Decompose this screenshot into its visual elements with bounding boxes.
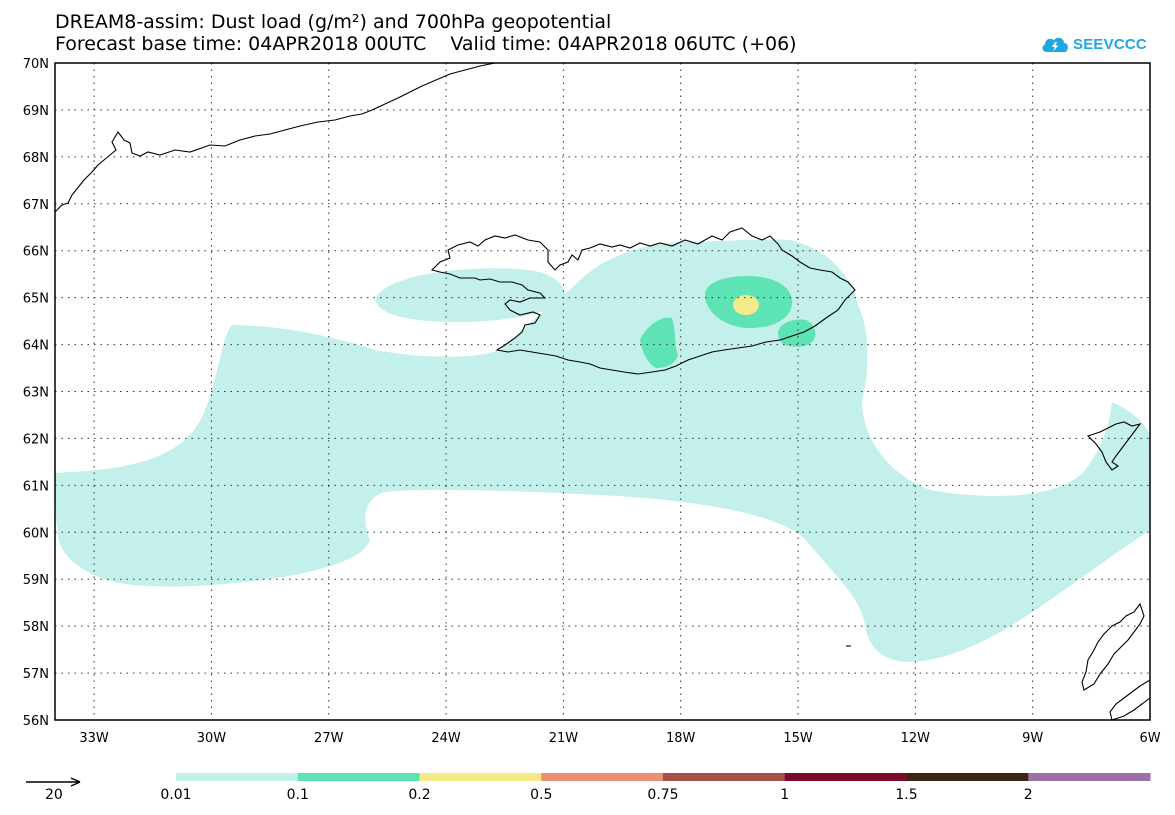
lat-label: 69N bbox=[23, 104, 49, 119]
map-frame bbox=[54, 62, 1151, 721]
dust-region-0.01-west bbox=[375, 268, 565, 322]
latitude-labels: 70N 69N 68N 67N 66N 65N 64N 63N 62N 61N 60N 59N 58N 5… bbox=[23, 57, 49, 729]
dust-region-0.1-south bbox=[640, 317, 678, 368]
lon-label: 27W bbox=[314, 731, 344, 746]
legend-label: 1 bbox=[780, 787, 789, 803]
lon-label: 33W bbox=[79, 731, 109, 746]
lon-label: 12W bbox=[901, 731, 931, 746]
legend-swatch bbox=[176, 773, 299, 781]
cloud-icon bbox=[1042, 37, 1069, 52]
scotland-coastline bbox=[1109, 679, 1150, 720]
coastlines bbox=[55, 63, 1150, 720]
legend-swatch bbox=[297, 773, 420, 781]
lat-label: 70N bbox=[23, 57, 49, 72]
greenland-coastline bbox=[55, 63, 505, 213]
map-title-line-2: Forecast base time: 04APR2018 00UTC Vali… bbox=[55, 33, 797, 55]
legend-swatch bbox=[784, 773, 907, 781]
lon-label: 9W bbox=[1022, 731, 1043, 746]
legend-label: 0.2 bbox=[408, 787, 430, 803]
lon-label: 30W bbox=[197, 731, 227, 746]
legend-label: 0.5 bbox=[530, 787, 552, 803]
legend-swatch bbox=[1028, 773, 1151, 781]
lon-label: 15W bbox=[783, 731, 813, 746]
lon-label: 18W bbox=[666, 731, 696, 746]
dust-color-legend bbox=[176, 773, 1151, 781]
lon-label: 24W bbox=[431, 731, 461, 746]
legend-label: 0.01 bbox=[160, 787, 191, 803]
vector-key-arrowhead bbox=[70, 777, 81, 787]
legend-label: 0.75 bbox=[647, 787, 678, 803]
iceland-coastline bbox=[430, 227, 856, 375]
lat-label: 66N bbox=[23, 245, 49, 260]
logo-text: SEEVCCC bbox=[1073, 35, 1147, 53]
lat-label: 67N bbox=[23, 198, 49, 213]
dust-region-0.01 bbox=[55, 239, 1150, 662]
lon-label: 6W bbox=[1139, 731, 1160, 746]
dust-region-0.2 bbox=[733, 295, 759, 315]
lat-label: 61N bbox=[23, 479, 49, 494]
lat-label: 57N bbox=[23, 667, 49, 682]
legend-swatch bbox=[419, 773, 542, 781]
lat-label: 58N bbox=[23, 620, 49, 635]
legend-label: 1.5 bbox=[895, 787, 917, 803]
legend-swatch bbox=[663, 773, 786, 781]
vector-key: 20 bbox=[26, 777, 81, 803]
lat-label: 62N bbox=[23, 432, 49, 447]
legend-label: 2 bbox=[1024, 787, 1033, 803]
vector-key-label: 20 bbox=[45, 787, 63, 803]
lon-label: 21W bbox=[549, 731, 579, 746]
dust-fields bbox=[55, 239, 1150, 662]
map-title-line-1: DREAM8-assim: Dust load (g/m²) and 700hP… bbox=[55, 11, 612, 33]
lat-label: 64N bbox=[23, 339, 49, 354]
lat-label: 63N bbox=[23, 386, 49, 401]
map-area bbox=[55, 63, 1150, 720]
dust-legend-labels: 0.01 0.1 0.2 0.5 0.75 1 1.5 2 bbox=[160, 787, 1032, 803]
lat-label: 59N bbox=[23, 573, 49, 588]
seevccc-logo: SEEVCCC bbox=[1040, 30, 1147, 58]
legend-swatch bbox=[906, 773, 1029, 781]
faroe-islands-coastline bbox=[1086, 421, 1142, 471]
lat-label: 65N bbox=[23, 292, 49, 307]
shetland-coastline bbox=[1081, 602, 1145, 691]
graticule bbox=[55, 63, 1150, 720]
longitude-labels: 33W 30W 27W 24W 21W 18W 15W 12W 9W 6W bbox=[79, 731, 1160, 746]
lat-label: 68N bbox=[23, 151, 49, 166]
lat-label: 56N bbox=[23, 714, 49, 729]
dust-region-0.1-east bbox=[778, 319, 816, 347]
legend-label: 0.1 bbox=[287, 787, 309, 803]
lat-label: 60N bbox=[23, 526, 49, 541]
legend-swatch bbox=[541, 773, 664, 781]
